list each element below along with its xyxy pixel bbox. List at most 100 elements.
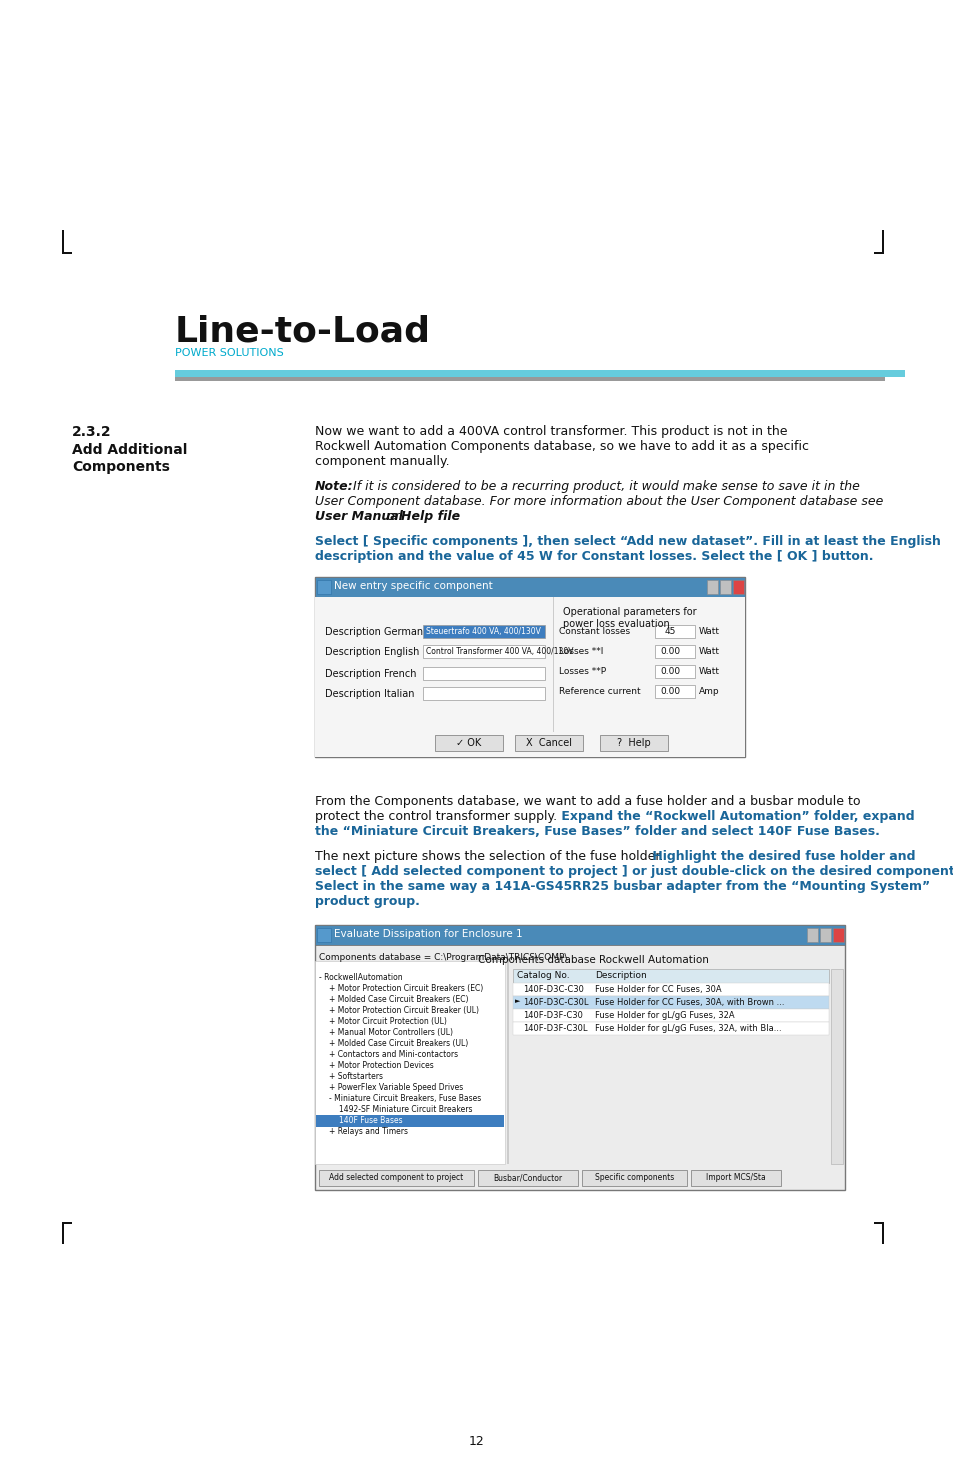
Bar <box>422 645 544 658</box>
Text: + Motor Protection Circuit Breakers (EC): + Motor Protection Circuit Breakers (EC) <box>329 984 483 993</box>
Text: If it is considered to be a recurring product, it would make sense to save it in: If it is considered to be a recurring pr… <box>349 479 859 493</box>
Text: Fuse Holder for gL/gG Fuses, 32A, with Bla...: Fuse Holder for gL/gG Fuses, 32A, with B… <box>595 1024 781 1032</box>
Text: User Manual: User Manual <box>314 510 402 524</box>
Bar <box>314 577 744 597</box>
Text: 140F-D3F-C30L: 140F-D3F-C30L <box>522 1024 587 1032</box>
Bar <box>732 580 743 594</box>
Text: + Motor Circuit Protection (UL): + Motor Circuit Protection (UL) <box>329 1016 446 1027</box>
Bar <box>655 684 695 698</box>
Text: 45: 45 <box>663 627 675 636</box>
Bar <box>314 925 844 945</box>
Text: product group.: product group. <box>314 895 419 909</box>
Text: Now we want to add a 400VA control transformer. This product is not in the: Now we want to add a 400VA control trans… <box>314 425 786 438</box>
Text: .: . <box>455 510 458 524</box>
Bar <box>174 370 904 378</box>
Text: - RockwellAutomation: - RockwellAutomation <box>318 974 402 982</box>
Text: X  Cancel: X Cancel <box>525 738 572 748</box>
Text: Amp: Amp <box>699 687 719 696</box>
Text: Busbar/Conductor: Busbar/Conductor <box>493 1174 562 1183</box>
Bar <box>435 735 502 751</box>
Bar <box>513 969 828 982</box>
Text: Control Transformer 400 VA, 400/130V: Control Transformer 400 VA, 400/130V <box>426 648 573 656</box>
Text: Select [ Specific components ], then select “Add new dataset”. Fill in at least : Select [ Specific components ], then sel… <box>314 535 940 549</box>
Bar <box>882 230 883 252</box>
Bar <box>513 982 828 996</box>
Bar <box>318 1170 474 1186</box>
Bar <box>655 625 695 639</box>
Text: POWER SOLUTIONS: POWER SOLUTIONS <box>174 348 283 358</box>
Text: + Motor Protection Circuit Breaker (UL): + Motor Protection Circuit Breaker (UL) <box>329 1006 478 1015</box>
Text: User Component database. For more information about the User Component database : User Component database. For more inform… <box>314 496 882 507</box>
Text: Watt: Watt <box>699 627 720 636</box>
Bar <box>513 1022 828 1035</box>
Bar <box>314 962 504 1164</box>
Text: Description German: Description German <box>325 627 423 637</box>
Text: power loss evaluation: power loss evaluation <box>562 620 669 628</box>
Text: Add selected component to project: Add selected component to project <box>329 1174 463 1183</box>
Text: Steuertrafo 400 VA, 400/130V: Steuertrafo 400 VA, 400/130V <box>426 627 540 636</box>
Text: Operational parameters for: Operational parameters for <box>562 608 696 617</box>
Text: - Miniature Circuit Breakers, Fuse Bases: - Miniature Circuit Breakers, Fuse Bases <box>329 1094 480 1103</box>
Text: 0.00: 0.00 <box>659 687 679 696</box>
Text: Description: Description <box>595 971 646 979</box>
Bar <box>806 928 817 943</box>
Text: + Molded Case Circuit Breakers (EC): + Molded Case Circuit Breakers (EC) <box>329 996 468 1004</box>
Text: 2.3.2: 2.3.2 <box>71 425 112 440</box>
Text: Note:: Note: <box>314 479 354 493</box>
Text: 140F-D3C-C30L: 140F-D3C-C30L <box>522 999 588 1007</box>
Text: or: or <box>382 510 403 524</box>
Bar <box>477 1170 578 1186</box>
Bar <box>422 625 544 639</box>
Text: Highlight the desired fuse holder and: Highlight the desired fuse holder and <box>647 850 915 863</box>
Text: + PowerFlex Variable Speed Drives: + PowerFlex Variable Speed Drives <box>329 1083 463 1092</box>
Text: + Contactors and Mini-contactors: + Contactors and Mini-contactors <box>329 1050 457 1059</box>
Text: Import MCS/Sta: Import MCS/Sta <box>705 1174 765 1183</box>
Bar <box>515 735 582 751</box>
Bar <box>873 252 883 254</box>
Bar <box>314 925 844 1190</box>
Bar <box>422 667 544 680</box>
Bar <box>315 1115 503 1127</box>
Text: Line-to-Load: Line-to-Load <box>174 316 431 350</box>
Bar <box>316 928 331 943</box>
Text: Description French: Description French <box>325 670 416 678</box>
Text: Components database = C:\ProgramData\TRICS\COMP\: Components database = C:\ProgramData\TRI… <box>318 953 567 962</box>
Bar <box>62 1221 64 1243</box>
Text: component manually.: component manually. <box>314 454 449 468</box>
Bar <box>62 252 71 254</box>
Text: Losses **I: Losses **I <box>558 648 602 656</box>
Text: Help file: Help file <box>400 510 459 524</box>
Text: Select in the same way a 141A-GS45RR25 busbar adapter from the “Mounting System”: Select in the same way a 141A-GS45RR25 b… <box>314 881 929 892</box>
Text: Fuse Holder for gL/gG Fuses, 32A: Fuse Holder for gL/gG Fuses, 32A <box>595 1010 734 1021</box>
Bar <box>581 1170 686 1186</box>
Text: Rockwell Automation Components database, so we have to add it as a specific: Rockwell Automation Components database,… <box>314 440 808 453</box>
Text: Constant losses: Constant losses <box>558 627 630 636</box>
Text: description and the value of 45 W for Constant losses. Select the [ OK ] button.: description and the value of 45 W for Co… <box>314 550 873 563</box>
Text: + Molded Case Circuit Breakers (UL): + Molded Case Circuit Breakers (UL) <box>329 1038 468 1049</box>
Text: 140F-D3C-C30: 140F-D3C-C30 <box>522 985 583 994</box>
Bar <box>316 580 331 594</box>
Bar <box>655 645 695 658</box>
Text: the “Miniature Circuit Breakers, Fuse Bases” folder and select 140F Fuse Bases.: the “Miniature Circuit Breakers, Fuse Ba… <box>314 825 879 838</box>
Text: Evaluate Dissipation for Enclosure 1: Evaluate Dissipation for Enclosure 1 <box>334 929 522 940</box>
Bar <box>506 962 509 1164</box>
Bar <box>422 687 544 701</box>
Text: New entry specific component: New entry specific component <box>334 581 493 591</box>
Text: 1492-SF Miniature Circuit Breakers: 1492-SF Miniature Circuit Breakers <box>338 1105 472 1114</box>
Text: Catalog No.: Catalog No. <box>517 971 569 979</box>
Text: + Manual Motor Controllers (UL): + Manual Motor Controllers (UL) <box>329 1028 453 1037</box>
Text: + Softstarters: + Softstarters <box>329 1072 382 1081</box>
Bar <box>830 969 842 1164</box>
Text: protect the control transformer supply.: protect the control transformer supply. <box>314 810 557 823</box>
Text: select [ Add selected component to project ] or just double-click on the desired: select [ Add selected component to proje… <box>314 864 953 878</box>
Text: Watt: Watt <box>699 667 720 676</box>
Text: Description Italian: Description Italian <box>325 689 414 699</box>
Text: 140F Fuse Bases: 140F Fuse Bases <box>338 1117 402 1125</box>
Text: + Motor Protection Devices: + Motor Protection Devices <box>329 1061 434 1069</box>
Bar <box>314 577 744 757</box>
Bar <box>513 1009 828 1022</box>
Text: Watt: Watt <box>699 648 720 656</box>
Bar <box>706 580 718 594</box>
Text: The next picture shows the selection of the fuse holder.: The next picture shows the selection of … <box>314 850 662 863</box>
Bar <box>513 996 828 1009</box>
